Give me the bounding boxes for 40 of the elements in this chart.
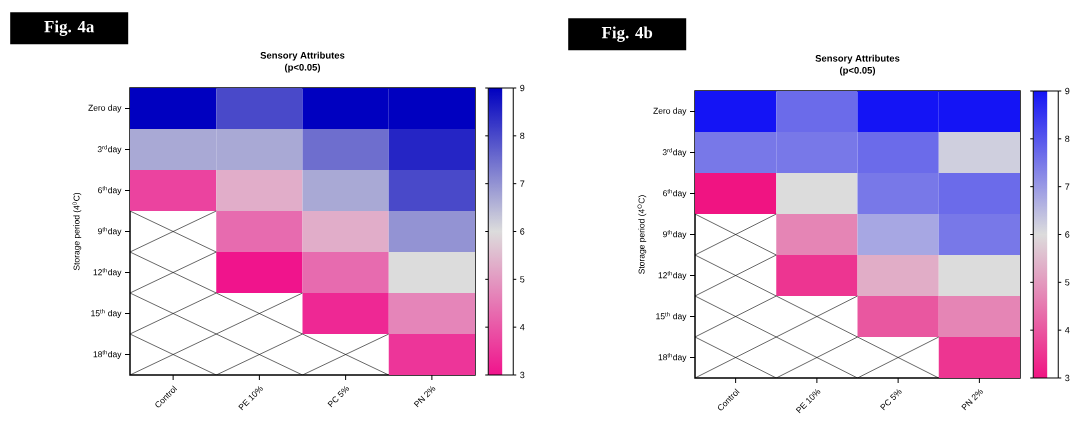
color-bar-label: 9 [1065, 87, 1070, 95]
caption: Fig. 4a [44, 20, 95, 36]
y-tick-label: 3$^{rd}$day [662, 148, 687, 157]
y-axis-title: Storage period (4$^{O}$C) [637, 195, 647, 274]
color-bar-label: 7 [1065, 183, 1070, 190]
y-tick-label: 12$^{th}$day [93, 268, 122, 277]
color-bar-label: 3 [1065, 374, 1070, 382]
color-bar-label: 4 [519, 324, 525, 331]
y-tick-label: 12$^{th}$day [658, 271, 687, 280]
caption: Fig. 4b [601, 26, 653, 42]
color-bar-label: 8 [520, 132, 525, 140]
y-tick-label: Zero day [88, 104, 122, 113]
y-tick-label: 15$^{th}$ day [656, 312, 687, 321]
chart-title: Sensory Attributes [815, 54, 900, 64]
y-axis-title: Storage period (4$^{0}$C) [72, 192, 82, 271]
color-bar-label: 5 [1065, 279, 1070, 286]
chart-title: Sensory Attributes [260, 51, 345, 61]
color-bar-label: 9 [520, 84, 525, 92]
chart-subtitle: (p<0.05) [284, 63, 321, 73]
y-tick-label: 15$^{th}$ day [91, 309, 122, 318]
x-tick-label: PC 5% [880, 389, 902, 411]
color-bar-label: 5 [520, 276, 525, 283]
y-tick-label: 6$^{th}$day [663, 189, 687, 198]
y-tick-label: 18$^{th}$day [93, 350, 122, 359]
y-tick-label: 18$^{th}$day [658, 353, 687, 362]
color-bar-label: 3 [520, 371, 525, 379]
y-tick-label: 6$^{th}$day [98, 186, 122, 195]
chart-subtitle: (p<0.05) [839, 66, 876, 76]
color-bar-label: 8 [1065, 135, 1070, 143]
color-bar-label: 4 [1064, 327, 1070, 334]
color-bar-label: 6 [520, 228, 525, 235]
color-bar-label: 6 [1065, 231, 1070, 238]
color-bar-label: 7 [520, 180, 525, 187]
y-tick-label: 3$^{rd}$day [97, 145, 122, 154]
x-tick-label: PN 2% [413, 386, 436, 408]
y-tick-label: Zero day [653, 107, 687, 116]
x-tick-label: PN 2% [961, 389, 983, 411]
x-tick-label: PC 5% [327, 386, 350, 408]
y-tick-label: 9$^{th}$day [98, 227, 122, 236]
y-tick-label: 9$^{th}$day [663, 230, 687, 239]
